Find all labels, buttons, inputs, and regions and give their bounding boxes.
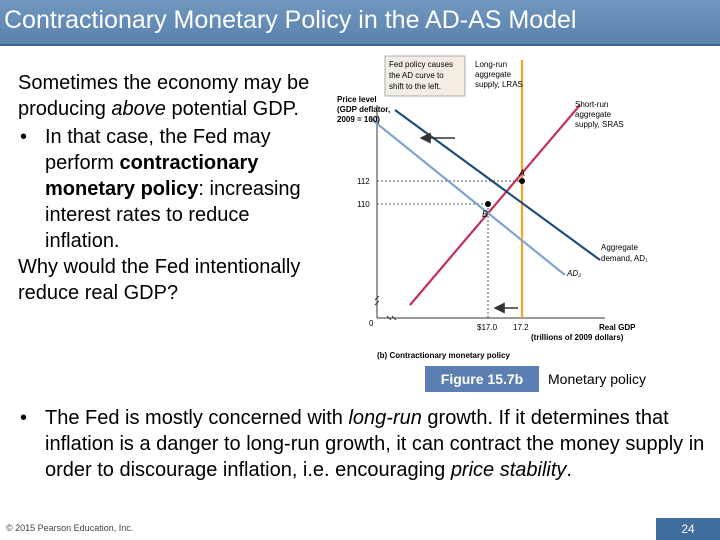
axis-break — [374, 295, 380, 306]
intro-text: Sometimes the economy may be producing — [18, 72, 310, 120]
x-tick-172: 17.2 — [513, 323, 529, 332]
bottom-text: The Fed is mostly concerned with — [45, 407, 349, 429]
ad2-label: AD₂ — [566, 269, 581, 278]
point-a-dot — [519, 178, 525, 184]
x-tick-170: $17.0 — [477, 323, 498, 332]
callout-line1: Fed policy causes — [389, 60, 453, 69]
xlabel-line1: Real GDP — [599, 323, 636, 332]
ylabel-line3: 2009 = 100) — [337, 115, 380, 124]
ylabel-line2: (GDP deflator, — [337, 105, 390, 114]
bullet-contractionary: • In that case, the Fed may perform cont… — [18, 124, 318, 254]
figure-description: Monetary policy — [548, 371, 647, 387]
slide-title: Contractionary Monetary Policy in the AD… — [4, 6, 577, 34]
xlabel-line2: (trillions of 2009 dollars) — [531, 333, 624, 342]
axis-break-x — [386, 315, 397, 321]
intro-text-end: potential GDP. — [165, 98, 299, 120]
figure-number-badge: Figure 15.7b — [425, 366, 539, 392]
bottom-emphasis-long-run: long-run — [348, 407, 422, 429]
ad1-label-line2: demand, AD₁ — [601, 254, 648, 263]
sras-label-line1: Short-run — [575, 100, 608, 109]
ad2-curve — [369, 117, 566, 276]
sras-label-line2: aggregate — [575, 110, 612, 119]
page-number: 24 — [656, 518, 720, 540]
intro-emphasis: above — [111, 98, 166, 120]
bottom-text-mid: growth. If it determines that inflation … — [45, 407, 705, 481]
point-a-label: A — [518, 168, 525, 178]
ad-as-diagram: A B Fed policy causes the AD curve to sh… — [337, 55, 648, 360]
callout-box — [384, 55, 466, 97]
sras-label-line3: supply, SRAS — [575, 120, 624, 129]
bottom-bullet: • The Fed is mostly concerned with long-… — [18, 405, 708, 483]
left-text-block: Sometimes the economy may be producing a… — [18, 70, 318, 306]
bullet-bold-term: contractionary monetary policy — [45, 152, 259, 200]
point-b-label: B — [482, 209, 488, 219]
sras-curve — [409, 104, 581, 306]
lras-label-line3: supply, LRAS — [475, 80, 523, 89]
ylabel-line1: Price level — [337, 95, 377, 104]
origin-label: 0 — [369, 319, 374, 328]
ad1-curve — [394, 109, 601, 261]
point-b-dot — [485, 201, 491, 207]
bullet-text: In that case, the Fed may perform — [45, 126, 271, 174]
lras-label-line2: aggregate — [475, 70, 512, 79]
ad1-label-line1: Aggregate — [601, 243, 638, 252]
intro-paragraph: Sometimes the economy may be producing a… — [18, 70, 318, 122]
y-tick-110: 110 — [357, 200, 370, 209]
callout-line3: shift to the left. — [389, 82, 441, 91]
title-bar: Contractionary Monetary Policy in the AD… — [0, 0, 720, 46]
callout-line2: the AD curve to — [389, 71, 444, 80]
bottom-text-end: . — [566, 459, 572, 481]
bullet-dot: • — [20, 407, 28, 429]
bullet-text-end: : increasing interest rates to reduce in… — [45, 178, 301, 252]
y-tick-112: 112 — [357, 177, 370, 186]
lras-label-line1: Long-run — [475, 60, 507, 69]
bullet-dot: • — [20, 126, 28, 148]
copyright-notice: © 2015 Pearson Education, Inc. — [6, 523, 134, 533]
panel-caption: (b) Contractionary monetary policy — [377, 351, 510, 360]
bottom-emphasis-price-stability: price stability — [450, 459, 567, 481]
question-paragraph: Why would the Fed intentionally reduce r… — [18, 256, 301, 304]
